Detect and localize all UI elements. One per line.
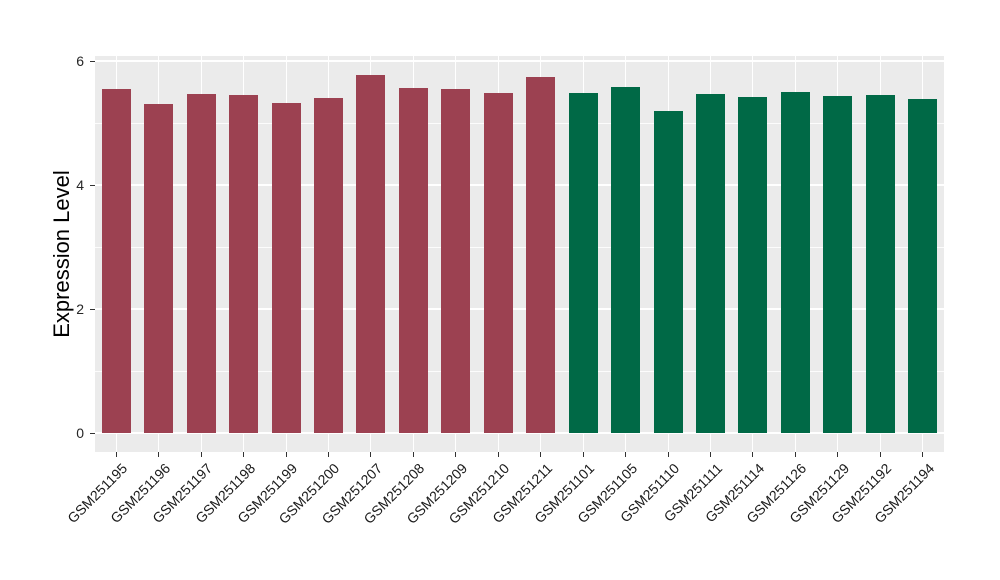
bar-GSM251194 xyxy=(908,98,938,433)
bar-GSM251211 xyxy=(526,76,556,433)
gridline-minor xyxy=(95,370,944,372)
bar-GSM251197 xyxy=(186,93,216,433)
x-tick xyxy=(540,452,542,457)
bar-GSM251207 xyxy=(356,74,386,433)
bar-GSM251209 xyxy=(441,88,471,433)
x-tick xyxy=(115,452,117,457)
x-tick xyxy=(582,452,584,457)
y-tick-label: 4 xyxy=(76,177,84,193)
y-tick xyxy=(90,432,95,434)
bar-GSM251126 xyxy=(780,92,810,433)
bar-GSM251199 xyxy=(271,102,301,433)
gridline-major xyxy=(95,308,944,310)
y-tick-label: 0 xyxy=(76,425,84,441)
bar-GSM251195 xyxy=(101,88,131,433)
bar-GSM251208 xyxy=(398,88,428,433)
x-tick xyxy=(243,452,245,457)
gridline-minor xyxy=(95,122,944,124)
x-tick xyxy=(200,452,202,457)
y-tick xyxy=(90,184,95,186)
x-tick xyxy=(752,452,754,457)
y-tick xyxy=(90,60,95,62)
x-tick xyxy=(794,452,796,457)
y-tick-label: 2 xyxy=(76,301,84,317)
plot-panel xyxy=(95,56,944,452)
x-tick xyxy=(879,452,881,457)
x-tick xyxy=(370,452,372,457)
gridline-major xyxy=(95,184,944,186)
x-tick xyxy=(837,452,839,457)
x-tick xyxy=(285,452,287,457)
bar-GSM251111 xyxy=(696,94,726,433)
x-tick xyxy=(497,452,499,457)
bar-GSM251192 xyxy=(865,95,895,433)
bar-GSM251129 xyxy=(823,95,853,433)
x-tick xyxy=(412,452,414,457)
x-tick xyxy=(158,452,160,457)
bar-GSM251101 xyxy=(568,93,598,433)
gridline-minor xyxy=(95,246,944,248)
x-tick xyxy=(455,452,457,457)
bar-GSM251114 xyxy=(738,96,768,433)
bar-GSM251110 xyxy=(653,111,683,433)
x-tick xyxy=(625,452,627,457)
y-axis-title: Expression Level xyxy=(49,170,74,338)
bar-GSM251198 xyxy=(229,95,259,433)
y-tick-label: 6 xyxy=(76,53,84,69)
x-tick xyxy=(327,452,329,457)
x-tick xyxy=(667,452,669,457)
x-tick xyxy=(710,452,712,457)
bar-GSM251210 xyxy=(483,92,513,433)
x-tick xyxy=(922,452,924,457)
gridline-major xyxy=(95,60,944,62)
bar-GSM251105 xyxy=(611,87,641,433)
bar-GSM251200 xyxy=(313,98,343,433)
y-tick xyxy=(90,308,95,310)
gridline-major xyxy=(95,432,944,434)
bar-GSM251196 xyxy=(144,103,174,433)
